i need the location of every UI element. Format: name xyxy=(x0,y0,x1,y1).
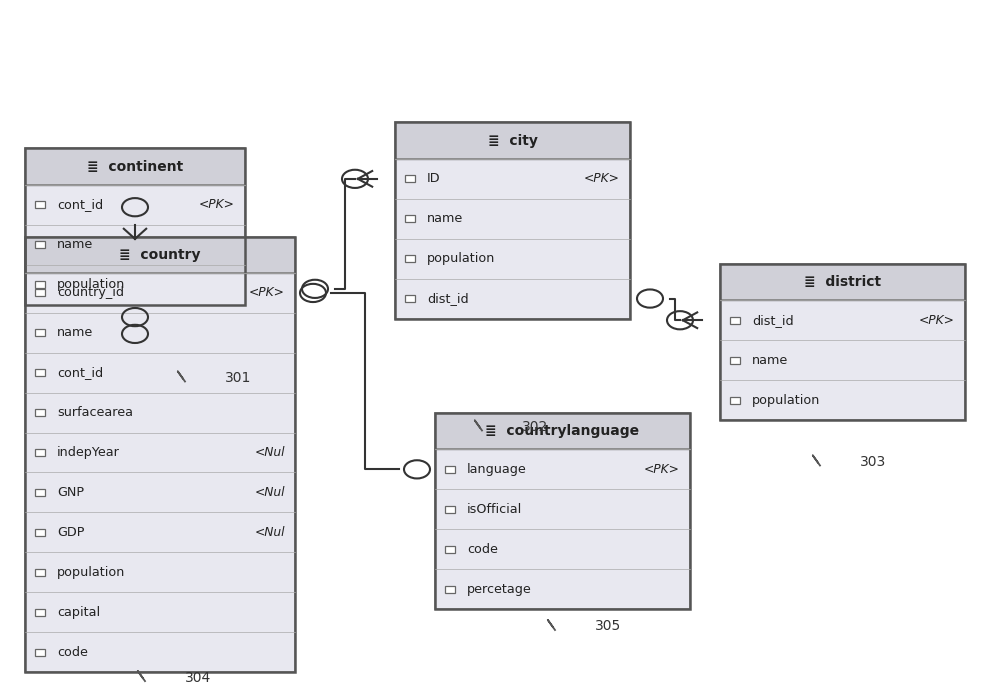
Text: 303: 303 xyxy=(860,455,886,469)
Bar xyxy=(435,449,690,609)
Text: ≣  country: ≣ country xyxy=(119,248,201,262)
Bar xyxy=(445,585,455,592)
Text: population: population xyxy=(752,393,820,407)
Bar xyxy=(25,185,245,304)
Text: cont_id: cont_id xyxy=(57,366,103,379)
Text: indepYear: indepYear xyxy=(57,446,120,459)
Text: 305: 305 xyxy=(595,620,621,634)
Bar xyxy=(25,237,295,672)
Bar xyxy=(405,216,415,223)
Text: population: population xyxy=(427,252,495,265)
Text: <Nul: <Nul xyxy=(255,486,285,499)
Text: <PK>: <PK> xyxy=(919,314,955,327)
Bar xyxy=(405,176,415,183)
Text: name: name xyxy=(57,238,93,251)
Bar xyxy=(720,264,965,420)
Bar xyxy=(35,529,45,536)
Bar xyxy=(35,489,45,496)
Bar xyxy=(25,273,295,672)
Text: <PK>: <PK> xyxy=(644,463,680,476)
Text: capital: capital xyxy=(57,606,100,619)
Bar xyxy=(35,290,45,297)
Text: <PK>: <PK> xyxy=(249,286,285,300)
Bar xyxy=(25,237,295,273)
Text: ≣  city: ≣ city xyxy=(488,134,537,148)
Bar xyxy=(730,317,740,324)
Bar xyxy=(35,369,45,376)
Bar xyxy=(35,409,45,416)
Text: surfacearea: surfacearea xyxy=(57,406,133,419)
Bar xyxy=(730,397,740,404)
Bar xyxy=(35,202,45,209)
Text: GDP: GDP xyxy=(57,526,84,539)
Text: cont_id: cont_id xyxy=(57,198,103,211)
Text: 304: 304 xyxy=(185,671,211,685)
Text: population: population xyxy=(57,566,125,579)
Bar xyxy=(720,264,965,300)
Text: ≣  district: ≣ district xyxy=(804,275,881,289)
Text: name: name xyxy=(57,326,93,340)
Bar xyxy=(435,413,690,449)
Bar xyxy=(445,505,455,512)
Text: country_id: country_id xyxy=(57,286,124,300)
Bar xyxy=(405,295,415,302)
Bar xyxy=(395,159,630,318)
Text: <PK>: <PK> xyxy=(584,172,620,186)
Bar xyxy=(435,413,690,609)
Bar xyxy=(35,608,45,616)
Text: code: code xyxy=(467,542,498,556)
Text: 302: 302 xyxy=(522,420,548,434)
Text: dist_id: dist_id xyxy=(752,314,794,327)
Text: population: population xyxy=(57,278,125,291)
Text: isOfficial: isOfficial xyxy=(467,503,522,516)
Text: GNP: GNP xyxy=(57,486,84,499)
Bar xyxy=(445,546,455,553)
Bar xyxy=(25,148,245,185)
Bar xyxy=(35,241,45,248)
Text: <Nul: <Nul xyxy=(255,526,285,539)
Text: ≣  continent: ≣ continent xyxy=(87,160,183,174)
Text: name: name xyxy=(427,212,463,225)
Text: percetage: percetage xyxy=(467,582,532,596)
Bar xyxy=(395,122,630,318)
Text: ID: ID xyxy=(427,172,441,186)
Bar xyxy=(395,122,630,159)
Text: language: language xyxy=(467,463,527,476)
Bar xyxy=(720,300,965,420)
Text: ≣  countrylanguage: ≣ countrylanguage xyxy=(485,424,640,438)
Bar xyxy=(35,568,45,575)
Text: 301: 301 xyxy=(225,371,251,385)
Bar xyxy=(445,466,455,473)
Text: code: code xyxy=(57,645,88,659)
Bar xyxy=(35,648,45,655)
Bar xyxy=(730,357,740,364)
Bar xyxy=(35,449,45,456)
Text: <PK>: <PK> xyxy=(199,198,235,211)
Bar xyxy=(35,329,45,336)
Text: name: name xyxy=(752,354,788,367)
Bar xyxy=(35,281,45,288)
Bar xyxy=(25,148,245,304)
Text: <Nul: <Nul xyxy=(255,446,285,459)
Text: dist_id: dist_id xyxy=(427,292,469,305)
Bar xyxy=(405,256,415,262)
